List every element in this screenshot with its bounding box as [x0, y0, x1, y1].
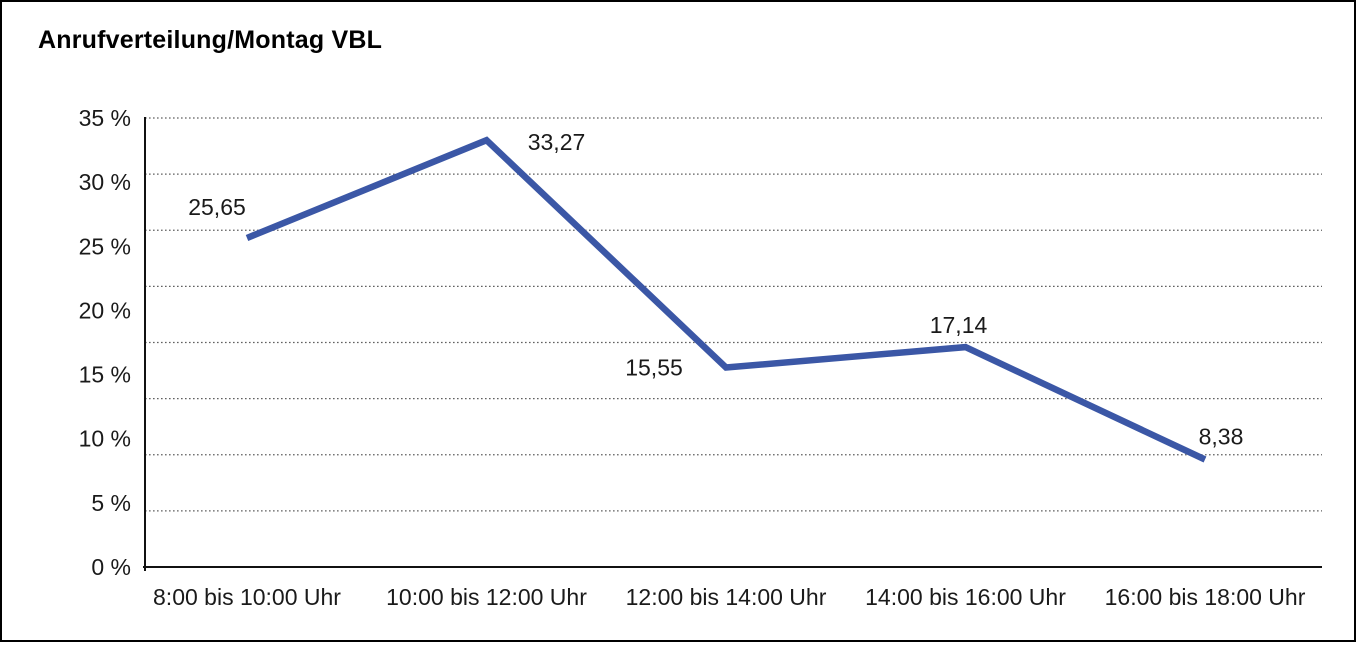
y-tick-label: 30 % [79, 169, 131, 195]
x-tick-label: 12:00 bis 14:00 Uhr [626, 584, 827, 610]
x-tick-label: 16:00 bis 18:00 Uhr [1105, 584, 1306, 610]
y-tick-label: 15 % [79, 362, 131, 388]
y-tick-label: 0 % [91, 554, 131, 580]
x-tick-label: 14:00 bis 16:00 Uhr [865, 584, 1066, 610]
data-point-label: 8,38 [1199, 423, 1244, 449]
data-point-label: 33,27 [528, 129, 586, 155]
data-point-label: 17,14 [930, 312, 988, 338]
y-tick-label: 20 % [79, 297, 131, 323]
y-tick-label: 10 % [79, 426, 131, 452]
x-tick-label: 10:00 bis 12:00 Uhr [386, 584, 587, 610]
x-tick-label: 8:00 bis 10:00 Uhr [153, 584, 341, 610]
chart-title: Anrufverteilung/Montag VBL [38, 26, 383, 54]
y-tick-label: 5 % [91, 490, 131, 516]
data-point-label: 25,65 [188, 194, 246, 220]
data-point-label: 15,55 [625, 355, 683, 381]
y-tick-label: 25 % [79, 233, 131, 259]
series-line [245, 136, 1207, 463]
y-tick-label: 35 % [79, 105, 131, 131]
